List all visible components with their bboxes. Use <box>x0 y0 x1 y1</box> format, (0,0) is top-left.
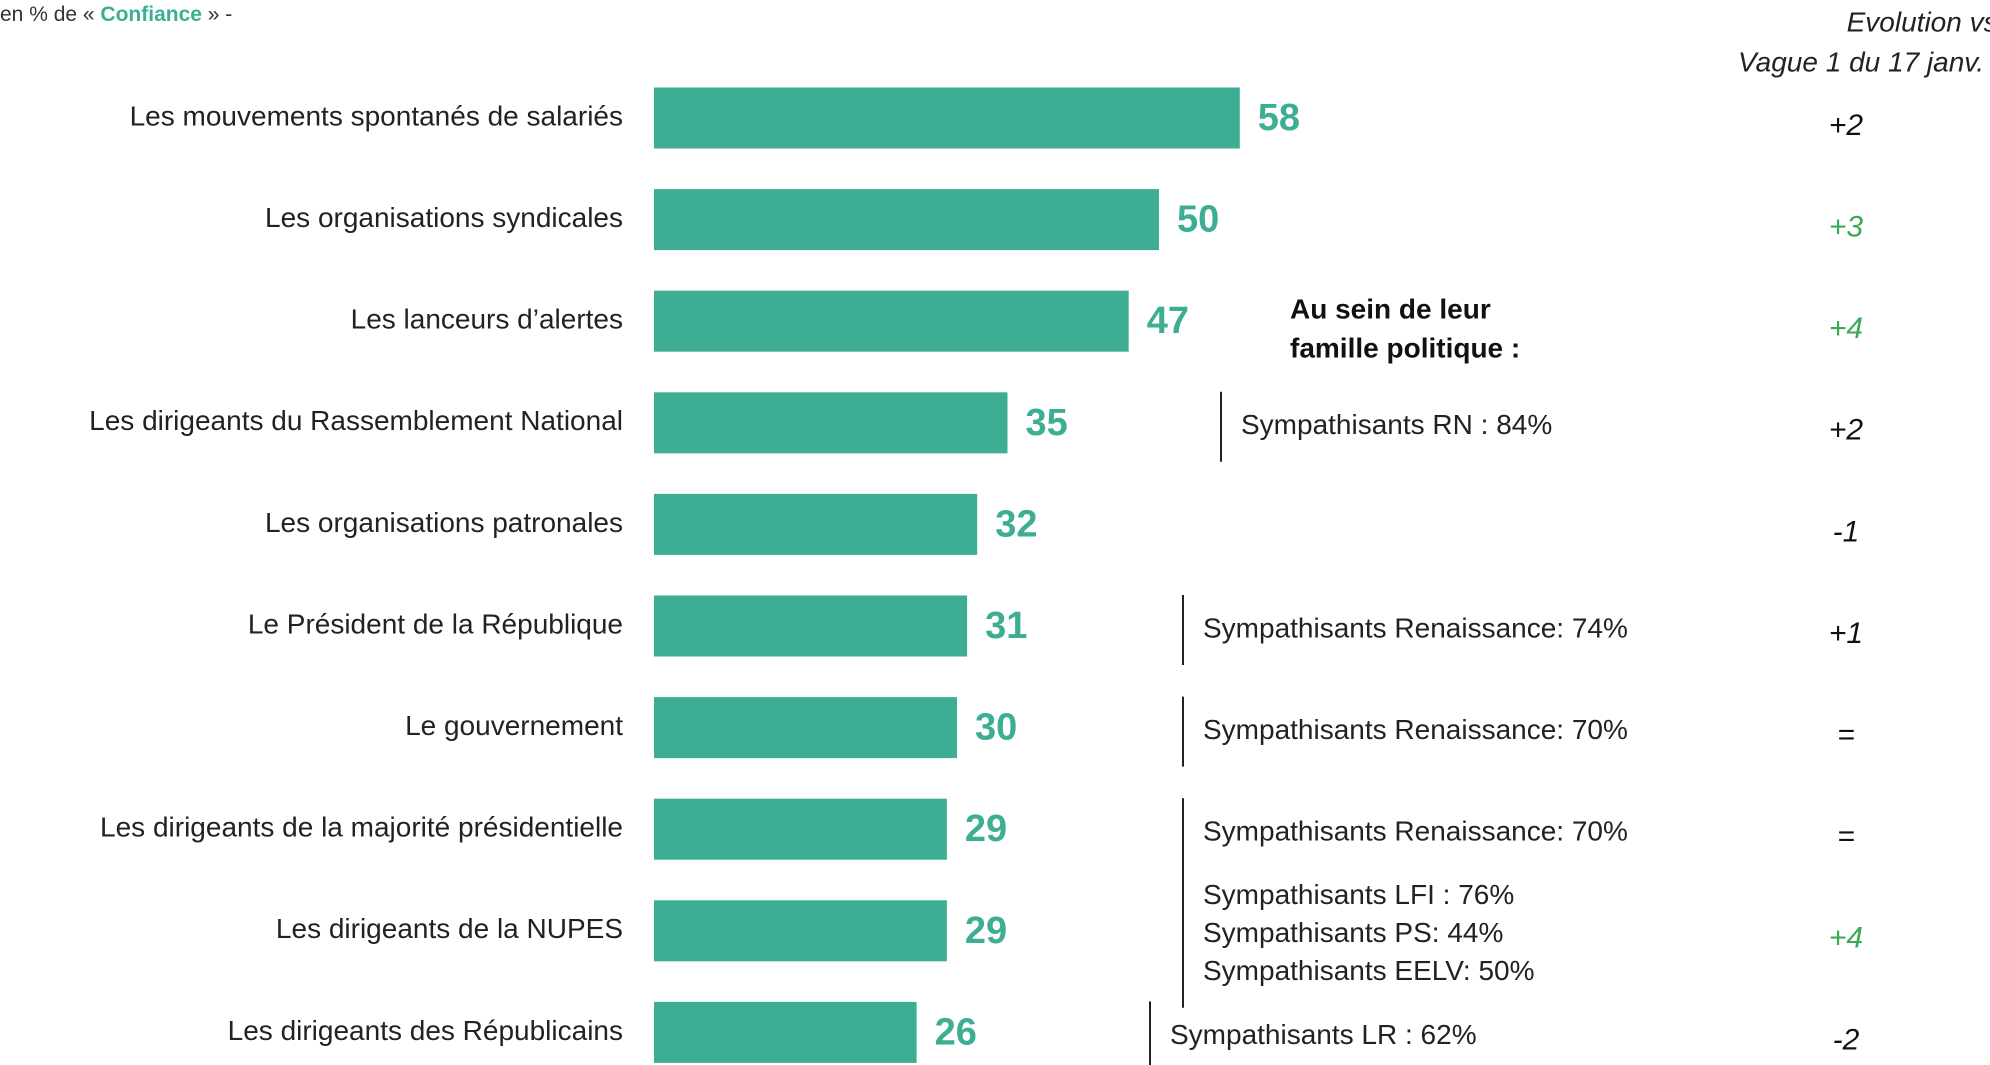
value-label: 32 <box>995 503 1037 545</box>
category-label: Les organisations syndicales <box>265 202 623 233</box>
bar <box>654 290 1129 352</box>
evolution-label: +3 <box>1829 211 1864 244</box>
evolution-label: +2 <box>1829 414 1864 447</box>
note-text: Sympathisants Renaissance: 70% <box>1203 816 1628 847</box>
family-heading: famille politique : <box>1290 332 1520 363</box>
note-text: Sympathisants Renaissance: 70% <box>1203 714 1628 745</box>
note-text: Sympathisants PS: 44% <box>1203 917 1503 948</box>
evolution-label: +4 <box>1829 312 1863 345</box>
category-label: Les lanceurs d’alertes <box>351 304 623 335</box>
value-label: 50 <box>1177 199 1219 241</box>
bar <box>654 697 957 759</box>
category-label: Les dirigeants des Républicains <box>228 1015 623 1046</box>
note-text: Sympathisants Renaissance: 74% <box>1203 612 1628 643</box>
note-text: Sympathisants RN : 84% <box>1241 409 1552 440</box>
category-label: Le gouvernement <box>405 710 623 741</box>
value-label: 58 <box>1258 97 1300 139</box>
value-label: 35 <box>1026 402 1068 444</box>
value-label: 30 <box>975 707 1017 749</box>
note-text: Sympathisants LFI : 76% <box>1203 879 1514 910</box>
category-label: Les dirigeants de la majorité présidenti… <box>100 812 623 843</box>
bar <box>654 493 978 555</box>
bar <box>654 798 947 860</box>
evolution-label: = <box>1837 820 1855 853</box>
value-label: 31 <box>985 605 1027 647</box>
category-label: Les mouvements spontanés de salariés <box>130 100 623 131</box>
bar <box>654 595 968 657</box>
category-label: Les dirigeants du Rassemblement National <box>89 405 623 436</box>
value-label: 26 <box>935 1011 977 1053</box>
value-label: 29 <box>965 808 1007 850</box>
category-label: Les dirigeants de la NUPES <box>276 913 623 944</box>
evolution-label: -1 <box>1833 515 1860 548</box>
evolution-label: +4 <box>1829 922 1863 955</box>
evolution-header: Evolution vs. <box>1847 6 1990 37</box>
category-label: Le Président de la République <box>248 608 623 639</box>
evolution-label: +2 <box>1829 109 1864 142</box>
value-label: 47 <box>1147 300 1189 342</box>
evolution-header: Vague 1 du 17 janv. <box>1738 46 1984 77</box>
evolution-label: -2 <box>1833 1023 1860 1056</box>
bar <box>654 1001 917 1063</box>
bar <box>654 87 1240 149</box>
subtitle-part: » - <box>208 3 233 26</box>
subtitle-part: en % de « <box>0 3 95 26</box>
value-label: 29 <box>965 910 1007 952</box>
evolution-label: = <box>1837 719 1855 752</box>
evolution-label: +1 <box>1829 617 1863 650</box>
bar <box>654 189 1159 251</box>
note-text: Sympathisants EELV: 50% <box>1203 955 1535 986</box>
family-heading: Au sein de leur <box>1290 293 1491 324</box>
subtitle: en % de « Confiance » - <box>0 3 232 26</box>
subtitle-emphasis: Confiance <box>100 3 202 26</box>
note-text: Sympathisants LR : 62% <box>1170 1019 1477 1050</box>
bar <box>654 900 947 962</box>
category-label: Les organisations patronales <box>265 507 623 538</box>
bar <box>654 392 1008 454</box>
